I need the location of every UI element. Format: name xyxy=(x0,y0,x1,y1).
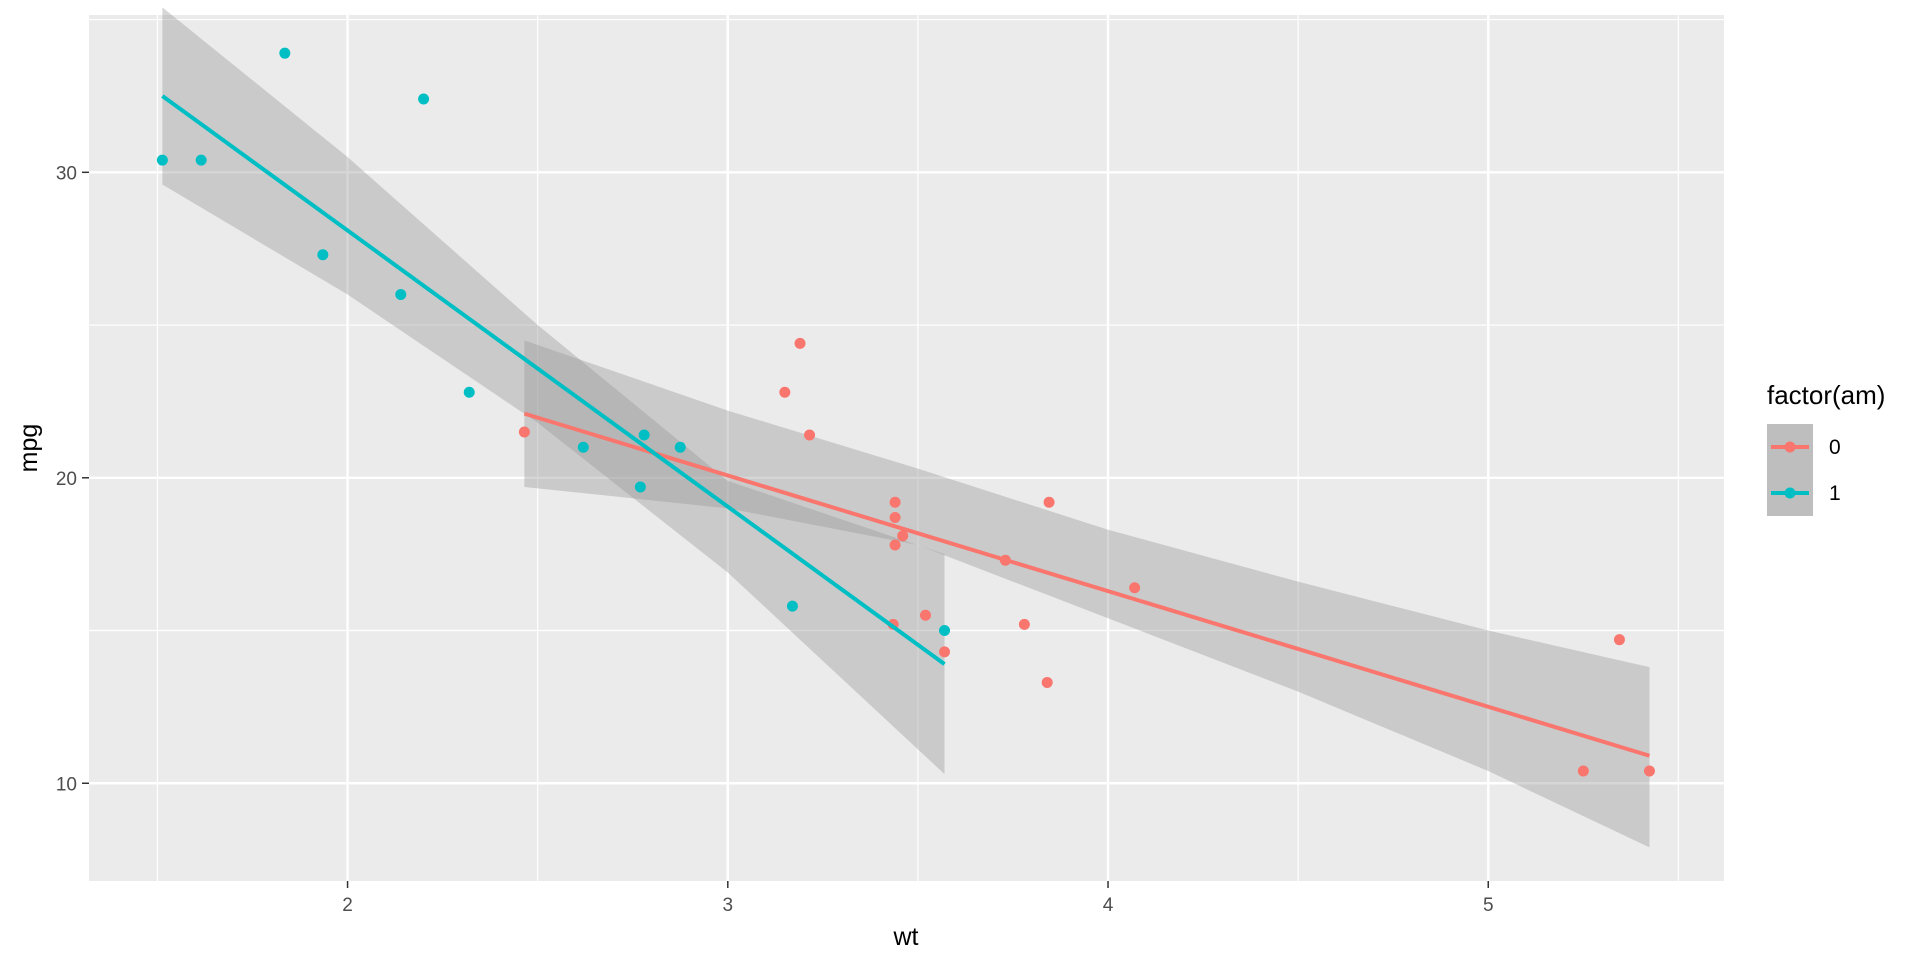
point-series-0-18 xyxy=(1043,496,1055,508)
point-series-1-9 xyxy=(786,600,798,612)
point-series-0-5 xyxy=(779,386,791,398)
fit-line-series-0 xyxy=(523,411,1651,758)
point-series-0-4 xyxy=(794,337,806,349)
point-series-1-5 xyxy=(279,47,291,59)
point-series-0-10 xyxy=(1018,618,1030,630)
legend-key-1-point xyxy=(1784,487,1796,499)
point-series-1-0 xyxy=(577,441,589,453)
point-series-0-0 xyxy=(804,429,816,441)
point-series-1-10 xyxy=(634,481,646,493)
legend-key-0-point xyxy=(1784,441,1796,453)
point-series-1-1 xyxy=(674,441,686,453)
y-axis: 10 20 30 xyxy=(56,163,89,795)
fit-lines xyxy=(161,94,1651,758)
point-series-1-12 xyxy=(638,429,650,441)
plot-panel xyxy=(89,15,1724,881)
point-series-1-2 xyxy=(463,386,475,398)
point-series-0-13 xyxy=(1613,634,1625,646)
point-series-0-3 xyxy=(939,646,951,658)
x-tick-label-3: 5 xyxy=(1483,895,1494,916)
point-series-0-7 xyxy=(889,539,901,551)
point-series-0-17 xyxy=(1041,676,1053,688)
confidence-bands xyxy=(162,7,1650,848)
point-series-0-14 xyxy=(518,426,530,438)
legend: factor(am) 0 1 xyxy=(1767,380,1885,516)
point-series-0-12 xyxy=(1643,765,1655,777)
point-series-1-8 xyxy=(156,154,168,166)
point-series-1-4 xyxy=(195,154,207,166)
ci-band-series-0 xyxy=(524,340,1650,848)
fit-line-series-1 xyxy=(161,94,946,666)
x-tick-label-1: 3 xyxy=(723,895,734,916)
legend-label-1: 1 xyxy=(1829,482,1841,505)
legend-title: factor(am) xyxy=(1767,380,1885,410)
point-series-1-11 xyxy=(939,625,951,637)
point-series-1-3 xyxy=(418,93,430,105)
point-series-0-2 xyxy=(897,530,909,542)
point-series-0-8 xyxy=(1129,582,1141,594)
point-series-0-15 xyxy=(920,609,932,621)
grid-major xyxy=(89,15,1724,881)
legend-label-0: 0 xyxy=(1829,436,1841,459)
y-tick-label-2: 30 xyxy=(56,163,77,184)
y-axis-title: mpg xyxy=(15,424,43,473)
x-axis: 2 3 4 5 xyxy=(342,881,1494,916)
x-tick-label-2: 4 xyxy=(1103,895,1114,916)
point-series-1-7 xyxy=(395,289,407,301)
y-tick-label-0: 10 xyxy=(56,774,77,795)
x-axis-title: wt xyxy=(893,923,919,951)
point-series-0-11 xyxy=(1577,765,1589,777)
point-series-0-6 xyxy=(889,496,901,508)
ci-band-series-1 xyxy=(162,7,945,775)
y-tick-label-1: 20 xyxy=(56,469,77,490)
point-series-1-6 xyxy=(317,249,329,261)
x-tick-label-0: 2 xyxy=(342,895,353,916)
point-series-0-1 xyxy=(889,511,901,523)
